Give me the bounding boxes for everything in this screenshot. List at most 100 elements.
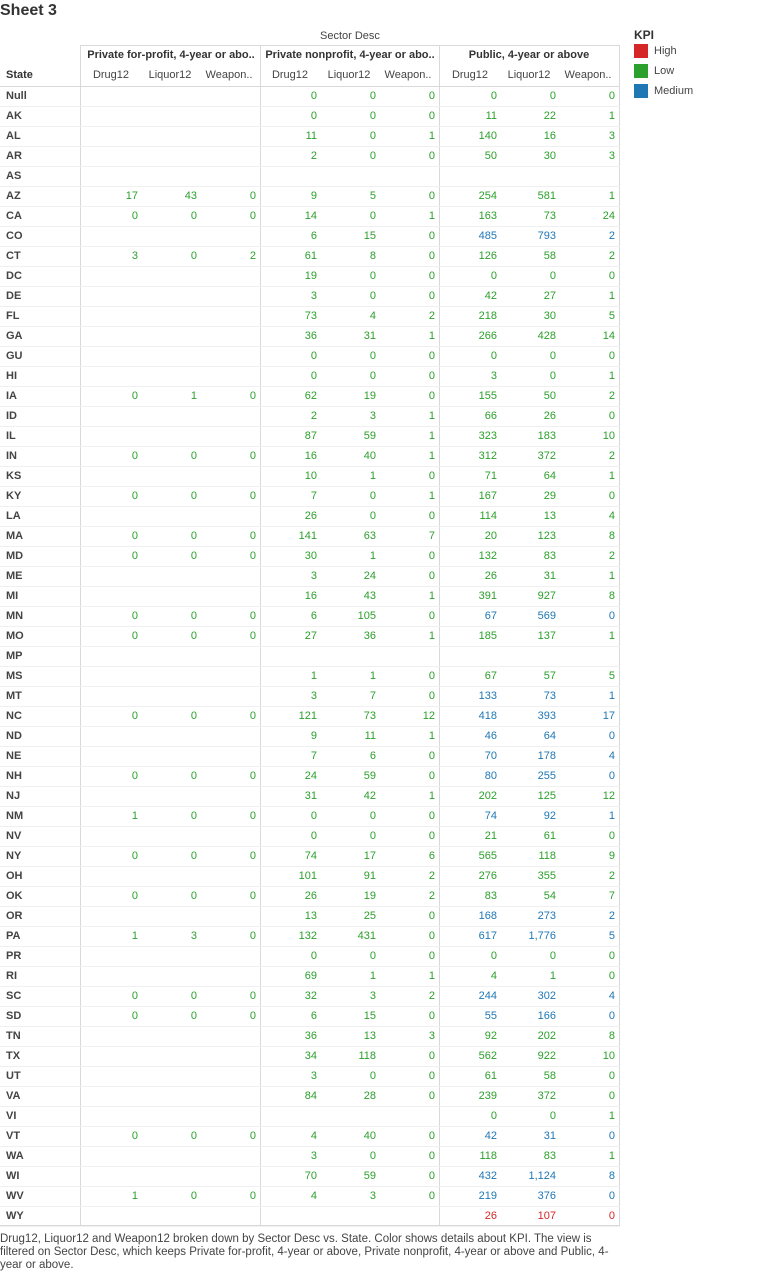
value-cell[interactable]: 167 [478, 490, 497, 502]
value-cell[interactable]: 3 [608, 130, 615, 142]
value-cell[interactable]: 0 [131, 770, 138, 782]
value-cell[interactable]: 2 [310, 410, 317, 422]
value-cell[interactable]: 0 [428, 670, 435, 682]
value-cell[interactable]: 0 [249, 1130, 256, 1142]
value-cell[interactable]: 1 [428, 630, 435, 642]
value-cell[interactable]: 1 [131, 1190, 138, 1202]
value-cell[interactable]: 5 [369, 190, 376, 202]
value-cell[interactable]: 0 [490, 350, 497, 362]
value-cell[interactable]: 1 [369, 970, 376, 982]
value-cell[interactable]: 0 [428, 190, 435, 202]
value-cell[interactable]: 71 [484, 470, 497, 482]
state-label[interactable]: OH [6, 870, 23, 882]
value-cell[interactable]: 0 [428, 550, 435, 562]
state-label[interactable]: VI [6, 1110, 17, 1122]
value-cell[interactable]: 0 [369, 510, 376, 522]
value-cell[interactable]: 3 [369, 990, 376, 1002]
value-cell[interactable]: 428 [537, 330, 556, 342]
value-cell[interactable]: 54 [543, 890, 556, 902]
value-cell[interactable]: 1 [131, 930, 138, 942]
value-cell[interactable]: 66 [484, 410, 497, 422]
state-label[interactable]: NV [6, 830, 22, 842]
state-label[interactable]: ME [6, 570, 23, 582]
value-cell[interactable]: 0 [190, 450, 197, 462]
value-cell[interactable]: 132 [298, 930, 317, 942]
value-cell[interactable]: 17 [363, 850, 376, 862]
value-cell[interactable]: 34 [304, 1050, 317, 1062]
state-label[interactable]: CO [6, 230, 23, 242]
value-cell[interactable]: 126 [478, 250, 497, 262]
value-cell[interactable]: 10 [602, 430, 615, 442]
value-cell[interactable]: 2 [428, 890, 435, 902]
value-cell[interactable]: 92 [484, 1030, 497, 1042]
value-cell[interactable]: 1 [608, 690, 615, 702]
state-label[interactable]: RI [6, 970, 17, 982]
value-cell[interactable]: 1 [428, 210, 435, 222]
state-label[interactable]: WV [6, 1190, 24, 1202]
value-cell[interactable]: 0 [190, 210, 197, 222]
value-cell[interactable]: 0 [428, 390, 435, 402]
value-cell[interactable]: 0 [608, 270, 615, 282]
value-cell[interactable]: 0 [369, 130, 376, 142]
value-cell[interactable]: 0 [428, 1010, 435, 1022]
value-cell[interactable]: 17 [602, 710, 615, 722]
value-cell[interactable]: 24 [602, 210, 615, 222]
state-label[interactable]: UT [6, 1070, 21, 1082]
value-cell[interactable]: 0 [608, 1070, 615, 1082]
value-cell[interactable]: 4 [369, 310, 376, 322]
value-cell[interactable]: 0 [428, 150, 435, 162]
value-cell[interactable]: 0 [131, 990, 138, 1002]
value-cell[interactable]: 1 [131, 810, 138, 822]
value-cell[interactable]: 0 [190, 610, 197, 622]
value-cell[interactable]: 0 [190, 1130, 197, 1142]
state-label[interactable]: GA [6, 330, 23, 342]
value-cell[interactable]: 19 [363, 390, 376, 402]
value-cell[interactable]: 141 [298, 530, 317, 542]
value-cell[interactable]: 0 [369, 290, 376, 302]
value-cell[interactable]: 67 [484, 670, 497, 682]
value-cell[interactable]: 0 [131, 610, 138, 622]
value-cell[interactable]: 9 [608, 850, 615, 862]
value-cell[interactable]: 0 [249, 770, 256, 782]
value-cell[interactable]: 7 [608, 890, 615, 902]
value-cell[interactable]: 30 [543, 150, 556, 162]
value-cell[interactable]: 70 [484, 750, 497, 762]
value-cell[interactable]: 26 [304, 890, 317, 902]
value-cell[interactable]: 0 [608, 830, 615, 842]
value-cell[interactable]: 0 [310, 950, 317, 962]
value-cell[interactable]: 31 [304, 790, 317, 802]
value-cell[interactable]: 14 [602, 330, 615, 342]
state-label[interactable]: CA [6, 210, 22, 222]
value-cell[interactable]: 2 [428, 990, 435, 1002]
value-cell[interactable]: 0 [369, 370, 376, 382]
value-cell[interactable]: 123 [537, 530, 556, 542]
value-cell[interactable]: 1 [428, 330, 435, 342]
value-cell[interactable]: 0 [310, 810, 317, 822]
value-cell[interactable]: 0 [549, 350, 556, 362]
sector-header-private-nonprofit[interactable]: Private nonprofit, 4-year or abo.. [265, 49, 435, 61]
value-cell[interactable]: 58 [543, 250, 556, 262]
value-cell[interactable]: 4 [608, 990, 615, 1002]
value-cell[interactable]: 73 [543, 690, 556, 702]
value-cell[interactable]: 6 [428, 850, 435, 862]
value-cell[interactable]: 0 [428, 290, 435, 302]
value-cell[interactable]: 101 [298, 870, 317, 882]
state-label[interactable]: MD [6, 550, 24, 562]
value-cell[interactable]: 36 [363, 630, 376, 642]
value-cell[interactable]: 0 [608, 1190, 615, 1202]
value-cell[interactable]: 46 [484, 730, 497, 742]
value-cell[interactable]: 0 [428, 1150, 435, 1162]
value-cell[interactable]: 0 [428, 90, 435, 102]
value-cell[interactable]: 218 [478, 310, 497, 322]
state-label[interactable]: VT [6, 1130, 21, 1142]
value-cell[interactable]: 0 [249, 1010, 256, 1022]
value-cell[interactable]: 0 [608, 950, 615, 962]
value-cell[interactable]: 70 [304, 1170, 317, 1182]
value-cell[interactable]: 0 [190, 550, 197, 562]
value-cell[interactable]: 4 [608, 750, 615, 762]
state-label[interactable]: DC [6, 270, 22, 282]
value-cell[interactable]: 118 [358, 1050, 376, 1062]
value-cell[interactable]: 0 [549, 950, 556, 962]
value-cell[interactable]: 30 [304, 550, 317, 562]
value-cell[interactable]: 28 [363, 1090, 376, 1102]
